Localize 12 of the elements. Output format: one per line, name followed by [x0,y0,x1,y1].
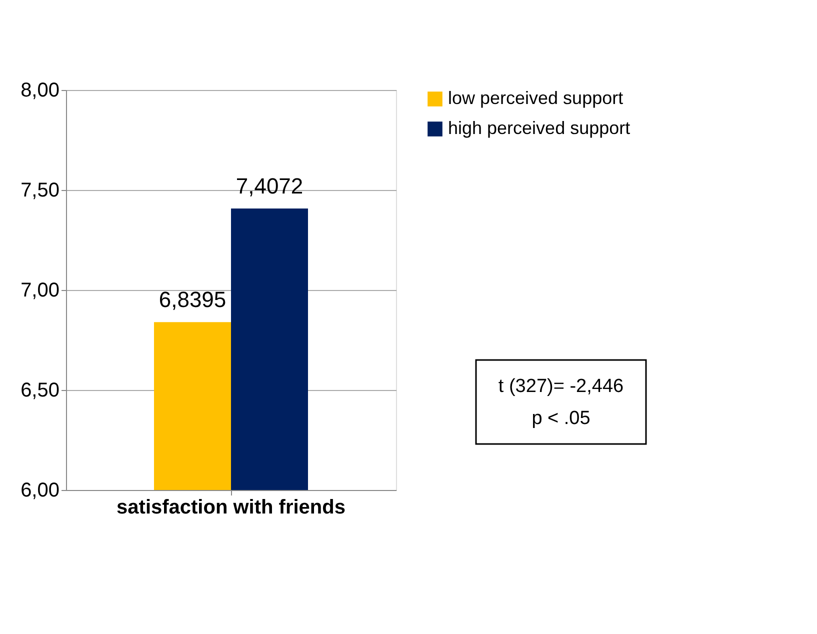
legend-label: low perceived support [448,88,624,108]
legend-label: high perceived support [448,118,630,138]
data-label: 7,4072 [236,174,304,199]
text: t (327)= -2,446 [498,376,624,397]
y-tick-label: 7,00 [20,280,60,302]
text: p < .05 [532,408,590,429]
y-tick-label: 8,00 [20,80,60,102]
y-tick-label: 7,50 [20,180,60,202]
y-tick-label: 6,00 [20,480,60,502]
x-tick-label: satisfaction with friends [116,496,346,518]
data-label: 6,8395 [158,287,226,312]
y-tick-label: 6,50 [20,380,60,402]
